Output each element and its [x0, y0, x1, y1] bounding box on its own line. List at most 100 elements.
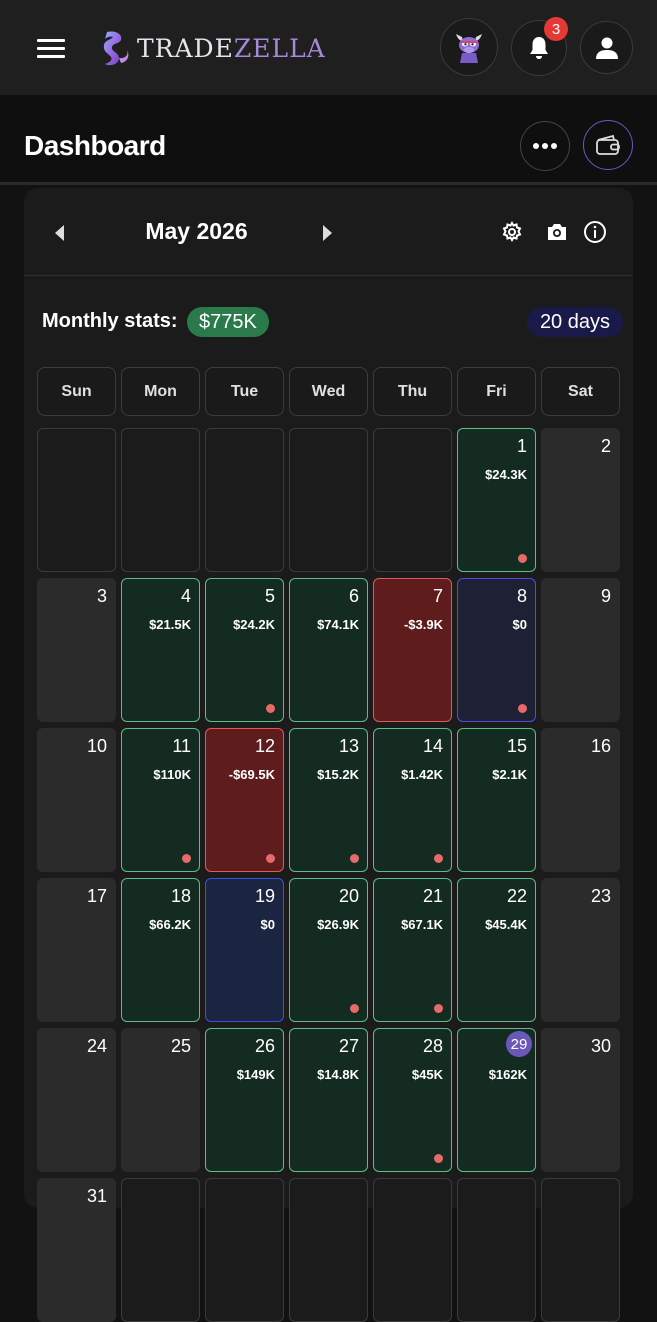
- day-number: 4: [180, 586, 191, 606]
- day-pnl: $66.2K: [149, 917, 191, 932]
- more-options-button[interactable]: [520, 121, 570, 171]
- profile-button[interactable]: [580, 21, 633, 74]
- note-indicator-dot: [350, 854, 359, 863]
- note-indicator-dot: [266, 854, 275, 863]
- day-number: 16: [590, 736, 611, 756]
- mascot-avatar-button[interactable]: [440, 18, 498, 76]
- day-pnl: $45K: [411, 1067, 443, 1082]
- day-cell-28[interactable]: 28 $45K: [373, 1028, 452, 1172]
- note-indicator-dot: [266, 704, 275, 713]
- next-month-icon[interactable]: [323, 225, 332, 241]
- bell-icon: [530, 37, 548, 59]
- day-cell-4[interactable]: 4 $21.5K: [121, 578, 200, 722]
- day-cell-18[interactable]: 18 $66.2K: [121, 878, 200, 1022]
- day-pnl: $21.5K: [149, 617, 191, 632]
- day-number: 15: [506, 736, 527, 756]
- bull-mascot-icon: [456, 34, 482, 63]
- day-number: 7: [432, 586, 443, 606]
- logo[interactable]: TRADEZELLA: [97, 28, 326, 68]
- day-number: 23: [590, 886, 611, 906]
- user-icon: [595, 37, 618, 59]
- day-cell-22[interactable]: 22 $45.4K: [457, 878, 536, 1022]
- empty-day-cell: [37, 428, 116, 572]
- day-number: 31: [86, 1186, 107, 1206]
- day-cell-13[interactable]: 13 $15.2K: [289, 728, 368, 872]
- day-cell-12[interactable]: 12 -$69.5K: [205, 728, 284, 872]
- day-cell-2[interactable]: 2: [541, 428, 620, 572]
- day-number: 1: [516, 436, 527, 456]
- day-cell-7[interactable]: 7 -$3.9K: [373, 578, 452, 722]
- day-pnl: -$3.9K: [403, 617, 443, 632]
- day-cell-14[interactable]: 14 $1.42K: [373, 728, 452, 872]
- day-cell-30[interactable]: 30: [541, 1028, 620, 1172]
- trading-days-badge: 20 days: [526, 307, 623, 337]
- camera-icon[interactable]: [545, 220, 569, 244]
- monthly-pnl-badge: $775K: [187, 307, 269, 337]
- day-cell-20[interactable]: 20 $26.9K: [289, 878, 368, 1022]
- calendar-header: May 2026: [24, 188, 633, 276]
- note-indicator-dot: [434, 854, 443, 863]
- more-horizontal-icon: [533, 143, 557, 149]
- gear-icon[interactable]: [500, 220, 524, 244]
- wallet-icon: [596, 134, 620, 155]
- day-cell-8[interactable]: 8 $0: [457, 578, 536, 722]
- day-pnl: $45.4K: [485, 917, 527, 932]
- day-cell-17[interactable]: 17: [37, 878, 116, 1022]
- day-number: 11: [172, 736, 191, 756]
- dashboard-bar: Dashboard: [0, 95, 657, 185]
- day-number: 9: [600, 586, 611, 606]
- monthly-stats-label: Monthly stats:: [42, 310, 178, 332]
- day-cell-15[interactable]: 15 $2.1K: [457, 728, 536, 872]
- weekday-mon: Mon: [121, 367, 200, 416]
- day-cell-6[interactable]: 6 $74.1K: [289, 578, 368, 722]
- day-pnl: $67.1K: [401, 917, 443, 932]
- day-number: 21: [422, 886, 443, 906]
- info-icon[interactable]: [583, 220, 607, 244]
- day-pnl: $26.9K: [317, 917, 359, 932]
- day-number: 30: [590, 1036, 611, 1056]
- logo-text: TRADEZELLA: [137, 33, 326, 63]
- day-cell-27[interactable]: 27 $14.8K: [289, 1028, 368, 1172]
- note-indicator-dot: [518, 554, 527, 563]
- notifications-button[interactable]: 3: [511, 17, 568, 76]
- day-cell-26[interactable]: 26 $149K: [205, 1028, 284, 1172]
- calendar-card: May 2026 Monthly stats: $775K 20 days Su…: [24, 188, 633, 1322]
- note-indicator-dot: [434, 1004, 443, 1013]
- day-pnl: $0: [512, 617, 527, 632]
- day-number: 19: [254, 886, 275, 906]
- day-cell-16[interactable]: 16: [541, 728, 620, 872]
- day-cell-29[interactable]: 29 $162K: [457, 1028, 536, 1172]
- previous-month-icon[interactable]: [55, 225, 64, 241]
- note-indicator-dot: [518, 704, 527, 713]
- day-cell-11[interactable]: 11 $110K: [121, 728, 200, 872]
- day-cell-21[interactable]: 21 $67.1K: [373, 878, 452, 1022]
- day-number: 10: [86, 736, 107, 756]
- notification-count-badge: 3: [544, 17, 568, 41]
- day-pnl: $24.3K: [485, 467, 527, 482]
- weekday-fri: Fri: [457, 367, 536, 416]
- day-cell-23[interactable]: 23: [541, 878, 620, 1022]
- day-pnl: $0: [260, 917, 275, 932]
- weekday-sat: Sat: [541, 367, 620, 416]
- day-number: 3: [96, 586, 107, 606]
- note-indicator-dot: [434, 1154, 443, 1163]
- wallet-button[interactable]: [583, 120, 633, 170]
- weekday-tue: Tue: [205, 367, 284, 416]
- day-cell-19[interactable]: 19 $0: [205, 878, 284, 1022]
- day-cell-25[interactable]: 25: [121, 1028, 200, 1172]
- day-pnl: $162K: [488, 1067, 527, 1082]
- day-cell-3[interactable]: 3: [37, 578, 116, 722]
- day-number: 13: [338, 736, 359, 756]
- empty-day-cell: [289, 428, 368, 572]
- menu-icon[interactable]: [37, 39, 65, 59]
- note-indicator-dot: [182, 854, 191, 863]
- day-cell-10[interactable]: 10: [37, 728, 116, 872]
- day-number: 27: [338, 1036, 359, 1056]
- day-cell-5[interactable]: 5 $24.2K: [205, 578, 284, 722]
- day-cell-24[interactable]: 24: [37, 1028, 116, 1172]
- day-cell-1[interactable]: 1 $24.3K: [457, 428, 536, 572]
- day-cell-9[interactable]: 9: [541, 578, 620, 722]
- weekday-wed: Wed: [289, 367, 368, 416]
- day-pnl: $14.8K: [317, 1067, 359, 1082]
- day-number: 14: [422, 736, 443, 756]
